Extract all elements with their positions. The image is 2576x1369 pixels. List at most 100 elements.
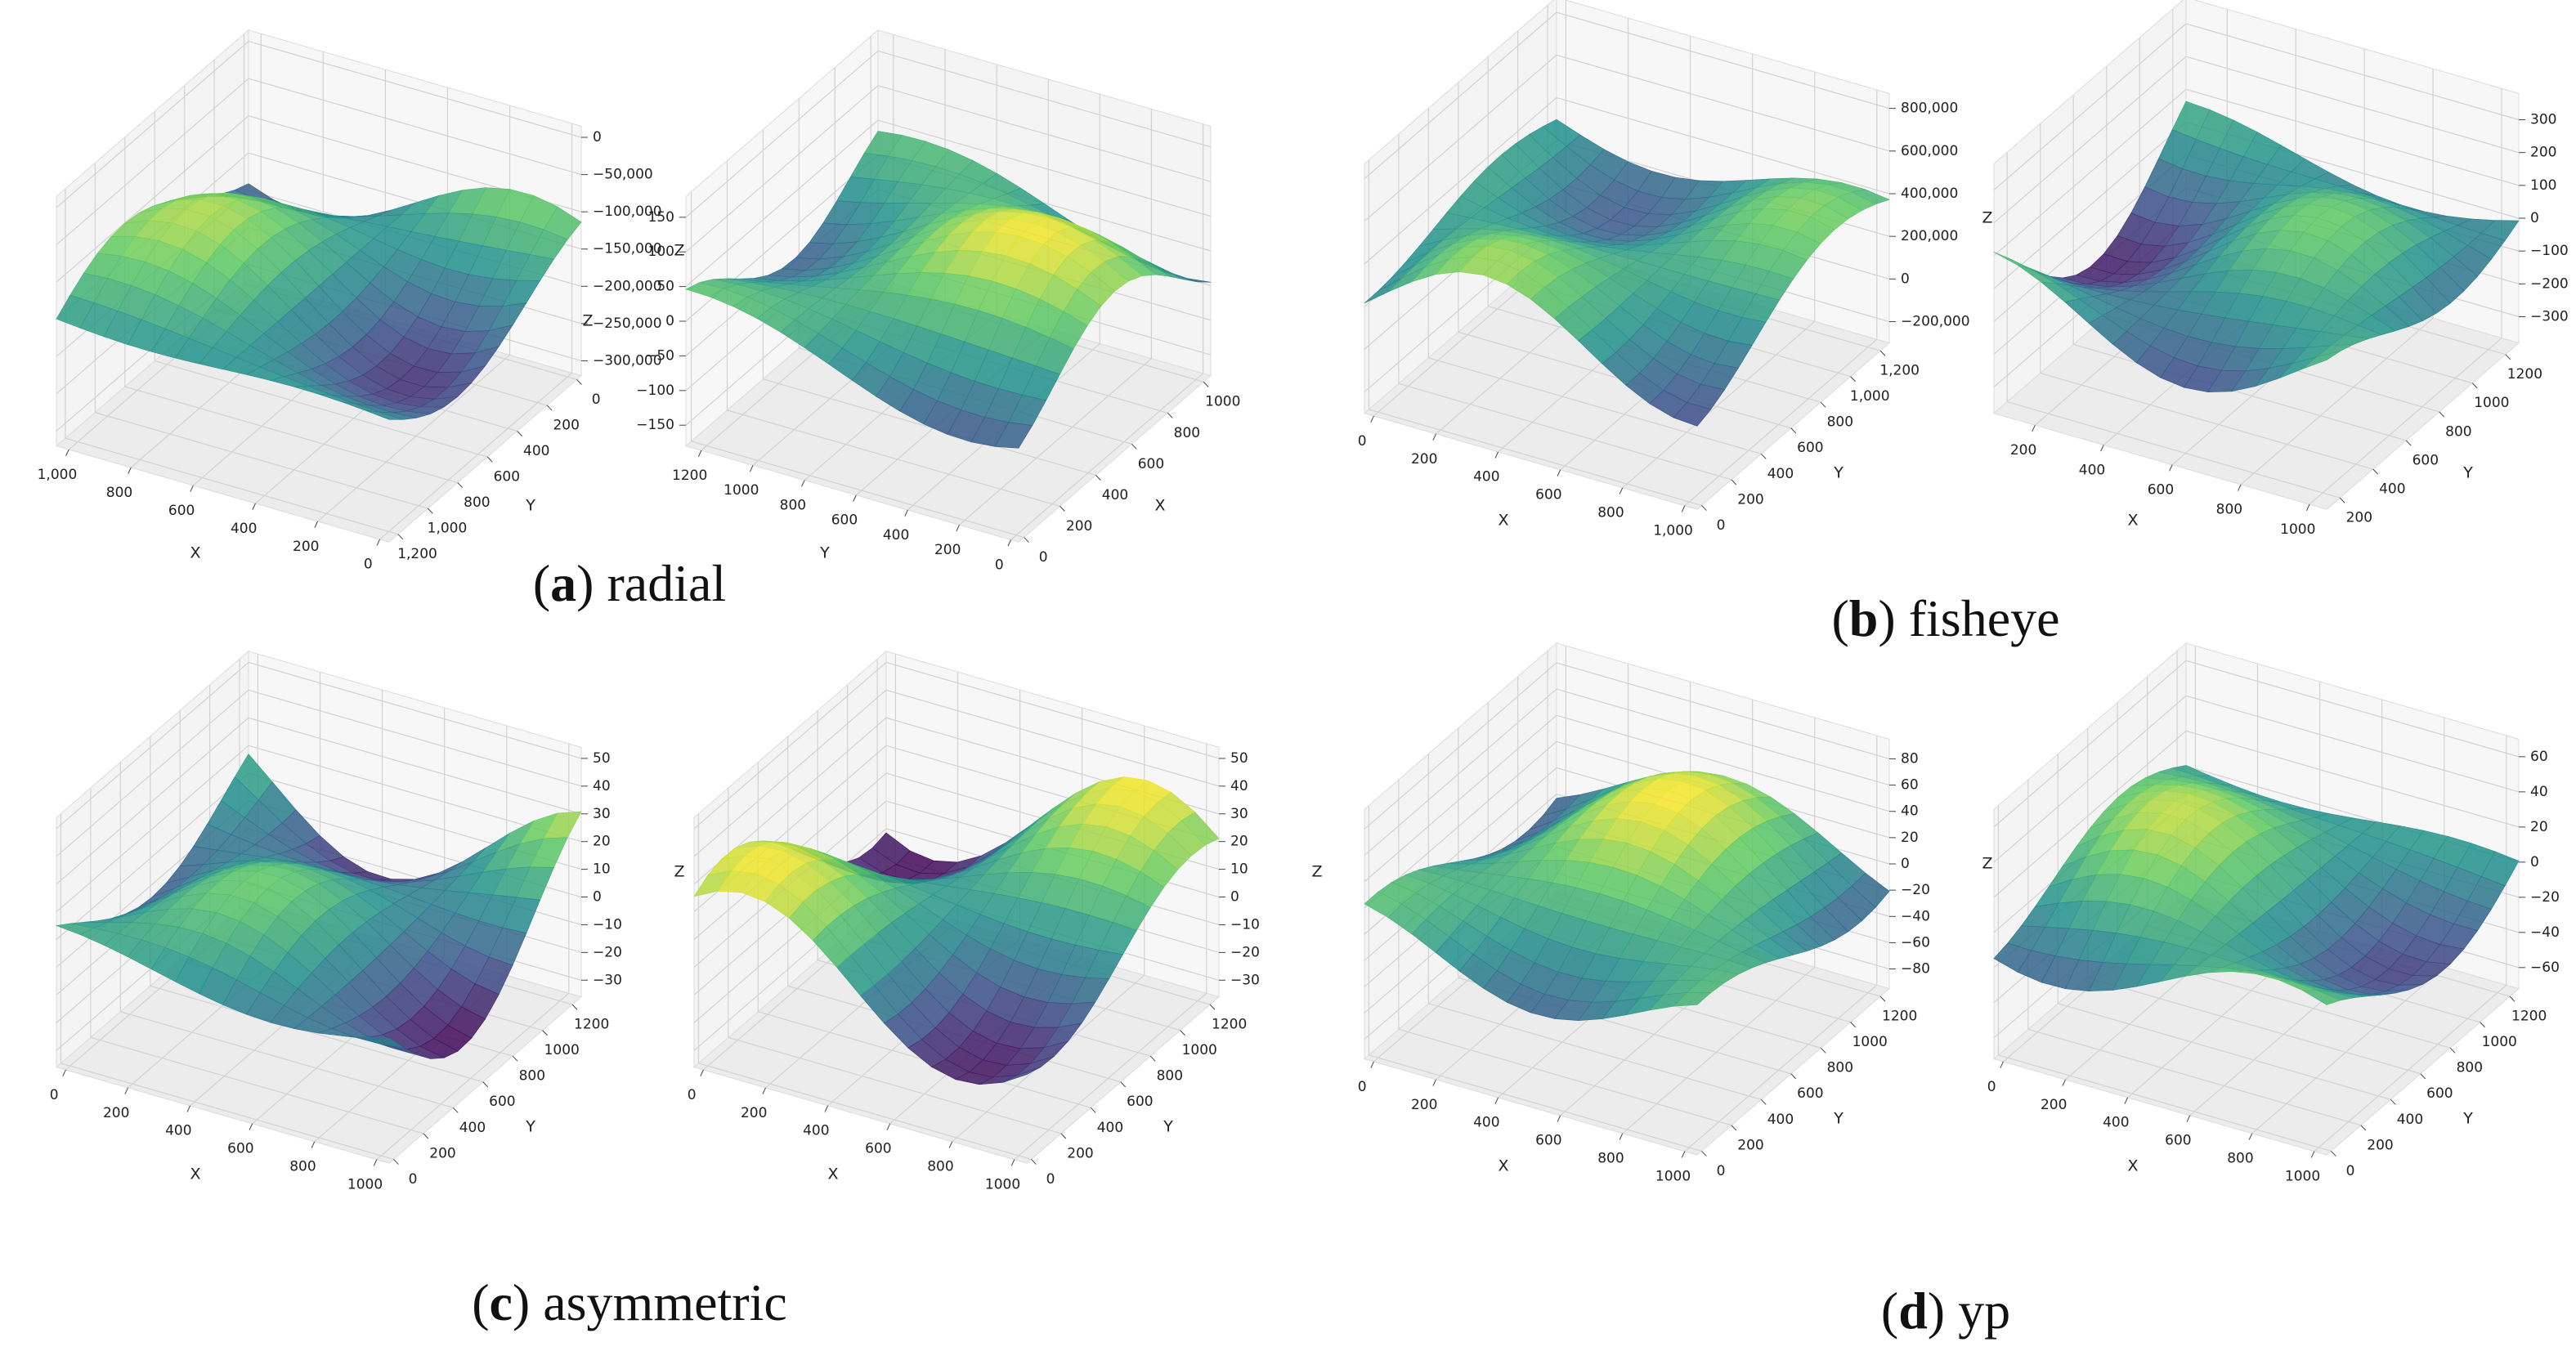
x-tick bbox=[373, 1159, 378, 1166]
z-tick-label: −100,000 bbox=[593, 204, 662, 220]
grid-line bbox=[2309, 338, 2502, 505]
z-tick-label: −30 bbox=[1230, 972, 1260, 988]
y-tick bbox=[1790, 427, 1797, 434]
grid-line bbox=[65, 437, 399, 535]
y-tick-label: 1000 bbox=[544, 1042, 580, 1058]
x-tick bbox=[376, 539, 381, 546]
x-tick bbox=[2186, 1115, 2191, 1122]
x-tick bbox=[824, 1105, 829, 1112]
z-tick-label: −80 bbox=[1901, 961, 1930, 978]
y-tick bbox=[1060, 1133, 1067, 1139]
z-tick-label: 30 bbox=[593, 806, 611, 822]
grid-line bbox=[1993, 88, 2187, 257]
y-tick-label: 0 bbox=[995, 557, 1004, 573]
x-axis-label: X bbox=[1498, 1157, 1508, 1175]
z-tick-label: −250,000 bbox=[593, 315, 662, 332]
y-tick-label: 200 bbox=[2346, 510, 2372, 526]
x-tick-label: 0 bbox=[688, 1087, 697, 1103]
y-tick bbox=[2449, 1047, 2456, 1054]
x-tick-label: 0 bbox=[50, 1087, 59, 1103]
z-tick-label: −60 bbox=[2530, 960, 2560, 976]
x-tick bbox=[2310, 1151, 2315, 1158]
y-axis-label: Y bbox=[2462, 464, 2473, 482]
grid-line bbox=[885, 689, 1220, 787]
grid-line bbox=[155, 360, 488, 458]
grid-line bbox=[1364, 714, 1557, 883]
y-tick bbox=[2360, 1125, 2367, 1131]
y-tick bbox=[853, 494, 857, 502]
grid-line bbox=[1684, 338, 1878, 507]
y-tick bbox=[428, 508, 433, 514]
z-tick-label: 0 bbox=[593, 129, 602, 145]
x-tick-label: 200 bbox=[2041, 1097, 2067, 1113]
x-axis-label: X bbox=[2127, 512, 2138, 530]
x-tick bbox=[886, 1123, 891, 1130]
grid-line bbox=[1556, 54, 1890, 152]
z-tick-label: −50,000 bbox=[593, 167, 653, 183]
y-tick-label: 600 bbox=[494, 469, 520, 485]
y-tick bbox=[956, 524, 960, 532]
x-tick-label: 0 bbox=[364, 557, 373, 573]
z-tick-label: 0 bbox=[2530, 854, 2539, 870]
grid-line bbox=[248, 661, 582, 759]
caption: (d) yp bbox=[1881, 1282, 2010, 1340]
y-tick-label: 400 bbox=[1767, 466, 1794, 482]
y-tick-label: 600 bbox=[489, 1094, 515, 1110]
z-tick-label: 0 bbox=[1901, 856, 1910, 872]
grid-line bbox=[1364, 11, 1557, 180]
grid-line bbox=[1993, 695, 2187, 863]
z-tick-label: 50 bbox=[593, 750, 611, 767]
z-tick-label: 80 bbox=[1901, 750, 1919, 767]
x-tick bbox=[762, 1087, 766, 1094]
x-tick-label: 600 bbox=[227, 1141, 253, 1157]
y-tick-label: 400 bbox=[1097, 1120, 1123, 1136]
y-tick bbox=[801, 480, 805, 487]
z-tick-label: 200 bbox=[2530, 145, 2556, 161]
x-axis-label: X bbox=[190, 544, 200, 562]
z-axis-label: Z bbox=[674, 241, 685, 259]
x-tick-label: 600 bbox=[1535, 1133, 1561, 1149]
x-tick bbox=[1203, 381, 1209, 387]
grid-line bbox=[2185, 23, 2520, 121]
x-tick bbox=[2248, 1133, 2253, 1140]
y-tick-label: 800 bbox=[1827, 1060, 1853, 1076]
x-tick-label: 800 bbox=[2216, 502, 2242, 518]
grid-line bbox=[60, 1063, 394, 1160]
y-tick bbox=[1149, 1055, 1156, 1062]
y-tick-label: 600 bbox=[1797, 440, 1823, 456]
x-tick-label: 1000 bbox=[347, 1177, 383, 1193]
y-tick bbox=[576, 379, 582, 385]
grid-line bbox=[2007, 401, 2341, 499]
z-tick-label: 400,000 bbox=[1901, 186, 1958, 202]
x-tick bbox=[1681, 505, 1686, 512]
grid-line bbox=[2185, 88, 2520, 186]
y-tick bbox=[1731, 1125, 1737, 1131]
x-tick bbox=[700, 1069, 704, 1076]
grid-line bbox=[95, 412, 428, 509]
surface-patch bbox=[994, 422, 1033, 449]
y-tick-label: 600 bbox=[1127, 1094, 1153, 1110]
y-tick bbox=[1007, 539, 1012, 547]
z-tick-label: 100 bbox=[2530, 177, 2556, 194]
y-axis-label: Y bbox=[525, 497, 535, 515]
x-tick-label: 200 bbox=[103, 1105, 129, 1121]
grid-line bbox=[1993, 660, 2187, 828]
x-tick bbox=[948, 1141, 953, 1148]
x-tick-label: 1000 bbox=[985, 1177, 1020, 1193]
grid-line bbox=[1364, 662, 1557, 830]
grid-line bbox=[1993, 23, 2187, 190]
z-tick-label: −20 bbox=[593, 944, 622, 960]
y-tick-label: 800 bbox=[780, 497, 806, 513]
z-axis-label: Z bbox=[674, 862, 685, 880]
grid-line bbox=[90, 1036, 424, 1134]
y-tick-label: 200 bbox=[2367, 1137, 2393, 1153]
x-tick bbox=[186, 1105, 191, 1112]
z-axis-label: Z bbox=[1312, 862, 1323, 880]
x-tick bbox=[1131, 443, 1137, 450]
caption-letter: d bbox=[1898, 1282, 1928, 1340]
y-tick-label: 1000 bbox=[1852, 1034, 1888, 1050]
grid-line bbox=[691, 441, 1024, 539]
y-tick-label: 1,000 bbox=[1850, 388, 1890, 405]
